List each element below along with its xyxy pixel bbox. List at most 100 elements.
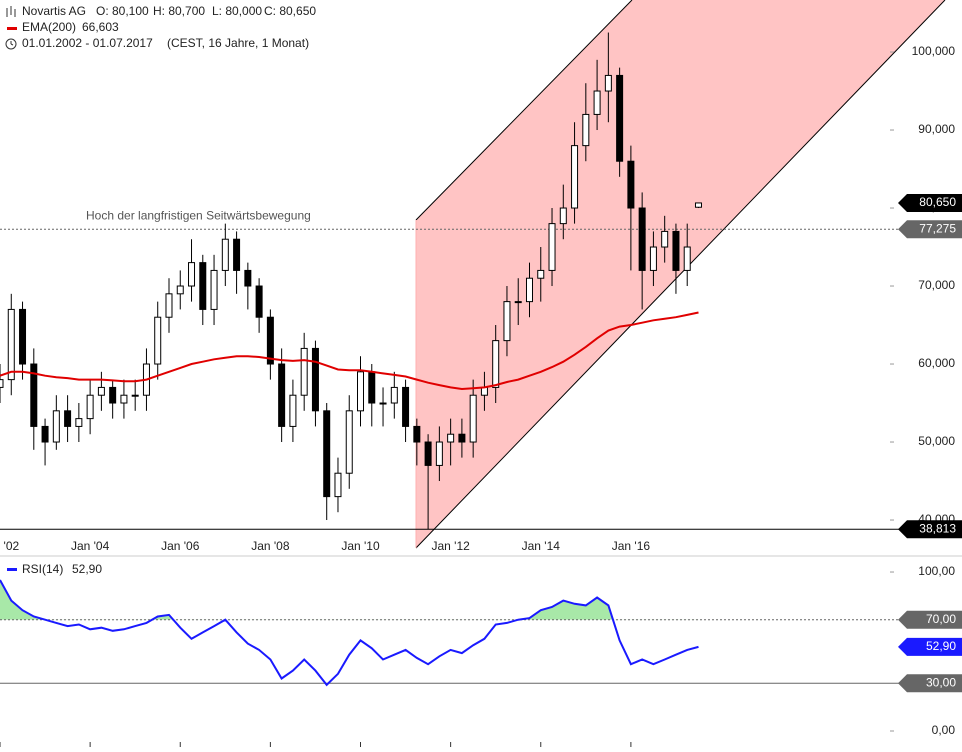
candle-body <box>97 386 105 396</box>
candle-body <box>278 363 286 427</box>
x-tick-label: Jan '06 <box>161 539 200 553</box>
candle-body <box>571 145 579 209</box>
price-marker <box>898 193 962 212</box>
ema-line <box>0 311 699 391</box>
x-tick-label: Jan '10 <box>341 539 380 553</box>
candle-body <box>548 223 556 271</box>
candle-body <box>537 269 545 279</box>
candle-body <box>661 230 669 248</box>
period: (CEST, 16 Jahre, 1 Monat) <box>167 36 309 50</box>
legend-entry: RSI(14) <box>22 562 63 576</box>
candle-body <box>221 238 229 271</box>
instrument-name: Novartis AG <box>22 4 86 18</box>
price-marker <box>898 520 962 539</box>
y-tick-label: 70,000 <box>918 278 955 292</box>
candle-body <box>413 425 421 443</box>
candle-body <box>357 371 365 412</box>
candle-body <box>379 402 387 405</box>
y-tick-label: 100,000 <box>912 44 956 58</box>
ohlc-high: H: 80,700 <box>153 4 205 18</box>
legend-swatch <box>7 568 17 571</box>
y-tick-label: 50,000 <box>918 434 955 448</box>
legend-value: 66,603 <box>82 20 119 34</box>
legend-swatch <box>7 27 17 30</box>
x-tick-label: Jan '16 <box>612 539 651 553</box>
candle-body <box>176 285 184 295</box>
candle-body <box>289 394 297 427</box>
candle-body <box>424 441 432 466</box>
channel-upper-line <box>415 0 633 221</box>
price-marker-label: 77,275 <box>919 221 956 235</box>
candle-body <box>638 207 646 271</box>
candle-body <box>582 113 590 147</box>
legend-entry: EMA(200) <box>22 20 76 34</box>
candle-body <box>266 316 274 365</box>
overbought-fill <box>0 580 699 620</box>
candle-body <box>120 394 128 404</box>
price-marker-label: 70,00 <box>926 612 956 626</box>
candle-body <box>75 418 83 427</box>
annotation: Hoch der langfristigen Seitwärtsbewegung <box>86 208 311 222</box>
candle-body <box>154 316 162 365</box>
date-range: 01.01.2002 - 01.07.2017 <box>22 36 153 50</box>
price-marker-label: 38,813 <box>919 521 956 535</box>
candle-body <box>649 246 657 271</box>
candle-body <box>64 410 72 427</box>
candle-body <box>210 269 218 310</box>
y-tick-label: 100,00 <box>918 564 955 578</box>
candle-body <box>52 410 60 443</box>
candle-body <box>7 308 15 381</box>
candle-body <box>514 301 522 304</box>
ohlc-low: L: 80,000 <box>212 4 262 18</box>
candle-body <box>30 363 38 427</box>
candle-body <box>300 347 308 396</box>
x-tick-label: Jan '04 <box>71 539 110 553</box>
ohlc-close: C: 80,650 <box>264 4 316 18</box>
candle-body <box>458 433 466 443</box>
candle-body <box>41 425 49 443</box>
candle-body <box>492 340 500 388</box>
candle-body <box>604 74 612 92</box>
candle-body <box>616 74 624 162</box>
candle-body <box>165 293 173 318</box>
y-tick-label: 90,000 <box>918 122 955 136</box>
candle-body <box>334 472 342 498</box>
candle-body <box>109 386 117 404</box>
candle-body <box>199 262 207 310</box>
candle-body <box>86 394 94 420</box>
candle-body <box>311 347 319 412</box>
y-tick-label: 60,000 <box>918 356 955 370</box>
price-marker-label: 30,00 <box>926 675 956 689</box>
ohlc-open: O: 80,100 <box>96 4 149 18</box>
candle-body <box>19 308 27 365</box>
price-marker-label: 52,90 <box>926 639 956 653</box>
candle-body <box>244 269 252 287</box>
candle-body <box>188 262 196 287</box>
candle-body <box>131 394 139 397</box>
price-marker <box>898 637 962 656</box>
x-tick-label: Jan '02 <box>0 539 19 553</box>
clock-icon <box>5 38 17 50</box>
candle-body <box>683 246 691 271</box>
candle-body <box>255 285 263 318</box>
candle-body <box>694 202 702 208</box>
channel-lower-line <box>415 0 946 549</box>
x-tick-label: Jan '14 <box>522 539 561 553</box>
candle-body <box>469 394 477 443</box>
candle-body <box>525 277 533 303</box>
rsi-line <box>0 579 699 687</box>
price-marker-label: 80,650 <box>919 195 956 209</box>
price-marker <box>898 220 962 239</box>
candle-body <box>447 433 455 443</box>
price-marker <box>898 610 962 629</box>
candle-body <box>345 410 353 474</box>
legend-value: 52,90 <box>72 562 102 576</box>
candle-body <box>368 371 376 404</box>
y-tick-label: 0,00 <box>932 723 956 737</box>
candle-body <box>0 379 4 388</box>
candle-body <box>559 207 567 225</box>
candle-body <box>480 386 488 396</box>
candle-body <box>503 301 511 342</box>
